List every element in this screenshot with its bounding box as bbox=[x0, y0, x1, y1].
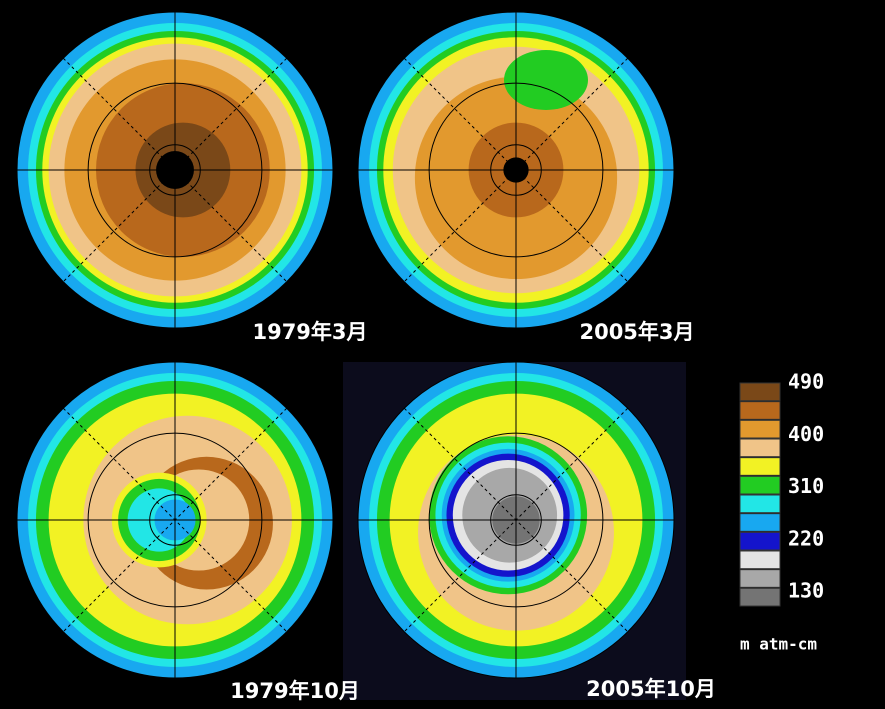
panel-label: 2005年10月 bbox=[586, 677, 716, 701]
legend-swatch bbox=[740, 532, 780, 550]
legend-swatch bbox=[740, 383, 780, 401]
legend-label: 490 bbox=[788, 370, 824, 394]
legend-swatch bbox=[740, 570, 780, 588]
legend-label: 220 bbox=[788, 526, 824, 550]
legend-label: 310 bbox=[788, 474, 824, 498]
legend-swatch bbox=[740, 514, 780, 532]
panel-label: 2005年3月 bbox=[579, 320, 694, 344]
legend-swatch bbox=[740, 420, 780, 438]
legend-swatch bbox=[740, 458, 780, 476]
polar-map bbox=[17, 12, 333, 328]
legend-swatch bbox=[740, 495, 780, 513]
legend-swatch bbox=[740, 402, 780, 420]
legend-swatch bbox=[740, 439, 780, 457]
legend-label: 130 bbox=[788, 579, 824, 603]
legend-swatch bbox=[740, 476, 780, 494]
legend-unit: m atm-cm bbox=[740, 635, 817, 654]
ozone-zone bbox=[504, 50, 588, 110]
legend-label: 400 bbox=[788, 422, 824, 446]
legend-swatch bbox=[740, 551, 780, 569]
panel-label: 1979年3月 bbox=[252, 320, 367, 344]
polar-map bbox=[17, 362, 333, 678]
polar-map bbox=[358, 362, 674, 678]
polar-map bbox=[358, 12, 674, 328]
panel-label: 1979年10月 bbox=[230, 679, 360, 703]
ozone-figure: 1979年3月 2005年3月 1979年10月 2005年10月 490 400… bbox=[0, 0, 885, 709]
legend-swatch bbox=[740, 588, 780, 606]
